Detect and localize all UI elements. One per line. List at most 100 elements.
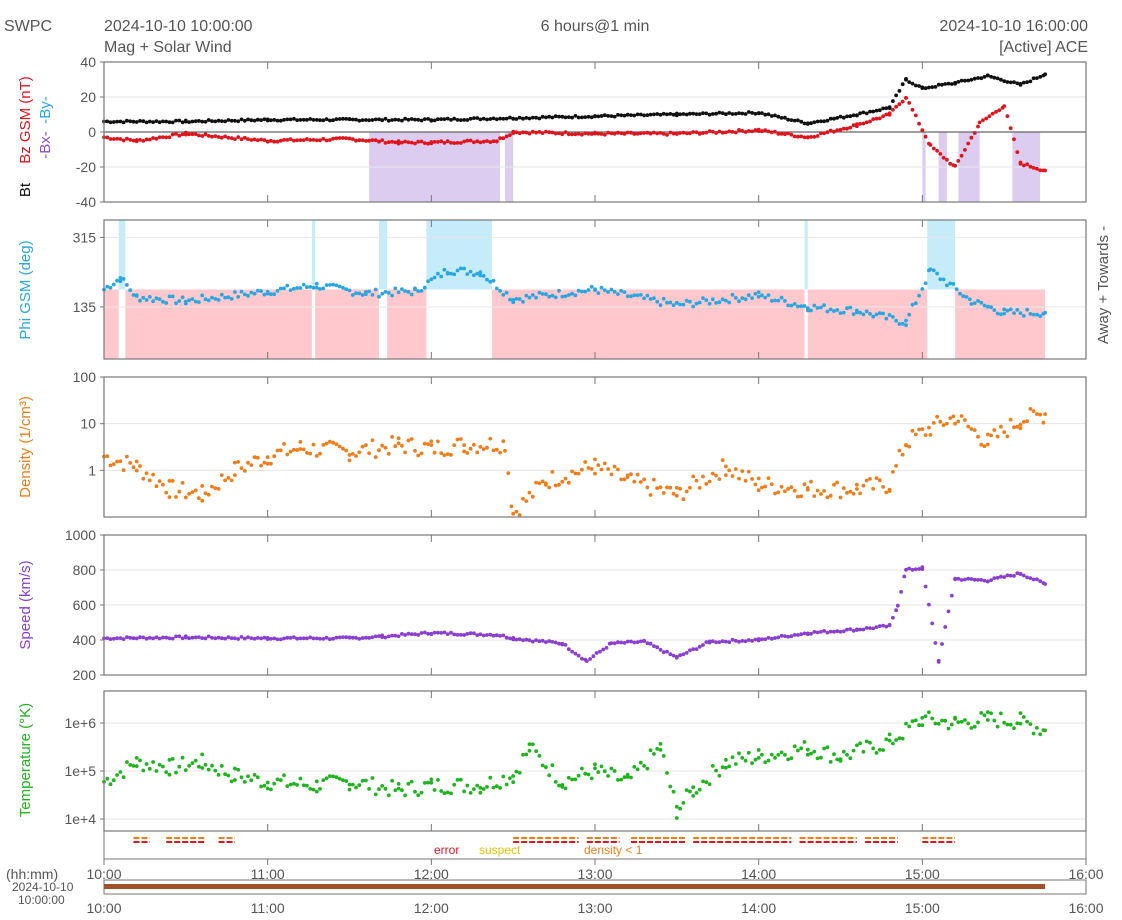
bz-point — [727, 129, 732, 134]
phi-point — [409, 292, 414, 297]
bz-point — [521, 130, 525, 135]
speed-point — [164, 635, 169, 640]
bz-point — [530, 129, 535, 134]
bt-point — [625, 112, 630, 117]
temperature-point — [200, 752, 205, 757]
temperature-point — [249, 778, 254, 783]
density-point — [674, 493, 679, 498]
phi-point — [969, 302, 974, 306]
bz-point — [219, 135, 224, 140]
density-point — [645, 485, 650, 490]
density-point — [242, 469, 247, 473]
bt-point — [436, 117, 440, 122]
speed-point — [580, 656, 584, 661]
temperature-point — [494, 784, 499, 788]
y-tick-label: 40 — [80, 54, 96, 70]
temperature-point — [573, 777, 578, 782]
speed-point — [678, 653, 682, 658]
phi-point — [1035, 312, 1039, 317]
temperature-point — [403, 793, 407, 798]
density-point — [396, 441, 401, 446]
bz-point — [625, 130, 630, 135]
speed-point — [858, 627, 862, 632]
density-point — [1043, 412, 1047, 416]
bz-point — [638, 131, 643, 136]
bz-point — [928, 143, 933, 147]
bt-point — [311, 118, 316, 122]
phi-point — [210, 295, 214, 300]
temperature-point — [259, 784, 263, 789]
speed-point — [269, 637, 273, 641]
density-point — [887, 489, 892, 493]
temperature-point — [314, 789, 319, 794]
speed-point — [386, 634, 391, 639]
density-point — [697, 486, 702, 490]
speed-point — [390, 633, 394, 638]
temperature-point — [900, 736, 905, 741]
bt-point — [134, 120, 139, 124]
temperature-point — [995, 724, 1000, 729]
phi-point — [223, 295, 228, 300]
bz-point — [963, 148, 967, 152]
speed-point — [822, 629, 826, 633]
bz-point — [292, 138, 296, 143]
speed-point — [616, 640, 620, 645]
bt-point — [819, 119, 823, 124]
bt-point — [419, 118, 424, 123]
speed-point — [995, 575, 1000, 580]
speed-point — [370, 635, 375, 640]
bt-point — [226, 118, 231, 122]
density-point — [573, 471, 578, 476]
density-point — [580, 467, 584, 472]
bz-point — [557, 131, 561, 136]
temperature-point — [226, 773, 231, 778]
bt-point — [609, 114, 614, 118]
phi-point — [855, 310, 859, 315]
bt-point — [717, 110, 722, 115]
density-point — [684, 489, 689, 494]
bt-point — [262, 117, 267, 122]
speed-axis-label: Speed (km/s) — [17, 560, 34, 649]
density-point — [1041, 420, 1046, 425]
phi-point — [961, 294, 966, 299]
bt-point — [557, 114, 561, 119]
speed-point — [766, 635, 771, 640]
bz-point — [534, 130, 538, 135]
phi-point — [344, 287, 349, 292]
speed-point — [350, 635, 355, 640]
phi-point — [674, 300, 679, 305]
bz-point — [134, 138, 139, 142]
speed-point — [144, 636, 149, 641]
density-point — [292, 447, 296, 452]
speed-point — [265, 637, 270, 641]
bt-point — [822, 119, 826, 124]
bz-point — [295, 138, 299, 143]
speed-point — [272, 636, 277, 641]
bt-point — [694, 112, 699, 116]
speed-point — [206, 634, 211, 639]
speed-point — [239, 635, 244, 639]
phi-point — [792, 302, 797, 306]
bz-point — [357, 138, 362, 143]
phi-axis-label: Phi GSM (deg) — [17, 240, 34, 339]
phi-point — [318, 287, 322, 291]
temperature-point — [786, 757, 790, 762]
bz-point — [249, 138, 254, 142]
bz-point — [344, 136, 349, 141]
speed-point — [452, 632, 457, 637]
bz-point — [190, 132, 195, 137]
bt-point — [629, 113, 633, 117]
bz-point — [589, 132, 594, 136]
y-tick-label: 20 — [80, 89, 96, 105]
phi-point — [951, 282, 956, 286]
speed-point — [147, 635, 152, 640]
towards-gap — [804, 289, 808, 359]
density-point — [900, 452, 905, 457]
density-point — [301, 447, 306, 452]
bt-point — [737, 111, 741, 115]
towards-gap — [311, 289, 316, 359]
density-point — [928, 433, 933, 437]
speed-point — [786, 634, 790, 639]
speed-point — [455, 632, 460, 637]
bz-point — [472, 140, 476, 145]
